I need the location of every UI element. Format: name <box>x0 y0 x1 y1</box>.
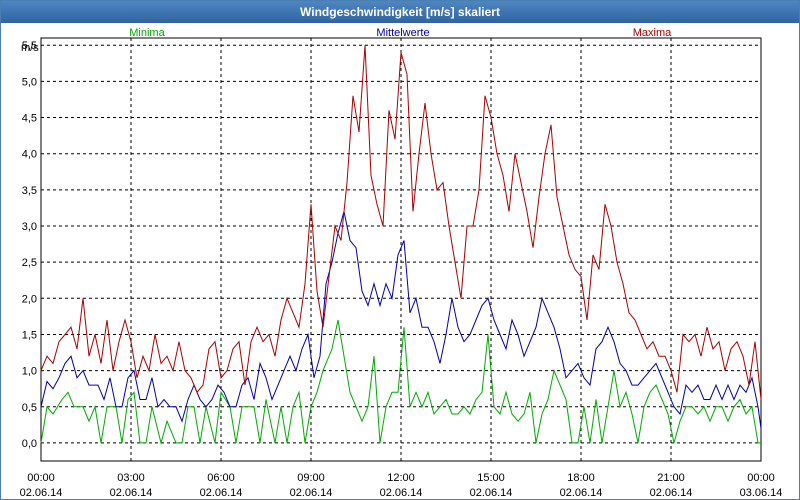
x-tick-time: 21:00 <box>657 472 685 484</box>
x-tick-date: 02.06.14 <box>380 487 423 499</box>
y-tick-label: 3,0 <box>22 221 37 233</box>
x-tick-time: 18:00 <box>567 472 595 484</box>
x-tick-time: 00:00 <box>747 472 775 484</box>
legend-minima: Minima <box>129 27 165 39</box>
y-tick-label: 1,5 <box>22 329 37 341</box>
x-tick-date: 02.06.14 <box>290 487 333 499</box>
x-tick-time: 15:00 <box>477 472 505 484</box>
legend-maxima: Maxima <box>633 27 672 39</box>
x-tick-date: 02.06.14 <box>650 487 693 499</box>
x-axis-ticks: 00:00 02.06.14 03:00 02.06.14 06:00 02.06.14 0… <box>20 472 783 499</box>
x-tick-time: 06:00 <box>207 472 235 484</box>
x-tick-date: 02.06.14 <box>470 487 513 499</box>
y-axis-ticks: 0,0 0,5 1,0 1,5 2,0 2,5 3,0 3,5 4,0 4,5 5,0 5,5 <box>22 40 37 450</box>
series-minima-line <box>40 319 761 445</box>
x-tick-date: 02.06.14 <box>200 487 243 499</box>
legend-mittelwerte: Mittelwerte <box>376 27 429 39</box>
x-tick-time: 12:00 <box>387 472 415 484</box>
chart-title: Windgeschwindigkeit [m/s] skaliert <box>1 1 799 23</box>
x-tick-date: 03.06.14 <box>740 487 783 499</box>
y-tick-label: 2,5 <box>22 257 37 269</box>
y-tick-label: 0,5 <box>22 402 37 414</box>
y-tick-label: 1,0 <box>22 366 37 378</box>
y-tick-label: 4,0 <box>22 149 37 161</box>
x-tick-time: 03:00 <box>117 472 145 484</box>
x-tick-date: 02.06.14 <box>110 487 153 499</box>
series-maxima-line <box>40 45 762 400</box>
y-tick-label: 5,5 <box>22 40 37 52</box>
x-tick-time: 00:00 <box>27 472 55 484</box>
y-tick-label: 2,0 <box>22 293 37 305</box>
x-tick-time: 09:00 <box>297 472 325 484</box>
y-tick-label: 3,5 <box>22 185 37 197</box>
series-lines <box>40 45 762 445</box>
series-mittelwerte-line <box>40 211 762 429</box>
y-tick-label: 0,0 <box>22 438 37 450</box>
y-axis-label: m/s <box>21 42 39 54</box>
y-tick-label: 4,5 <box>22 113 37 125</box>
x-tick-date: 02.06.14 <box>560 487 603 499</box>
y-tick-label: 5,0 <box>22 76 37 88</box>
grid <box>41 38 761 461</box>
x-tick-date: 02.06.14 <box>20 487 63 499</box>
